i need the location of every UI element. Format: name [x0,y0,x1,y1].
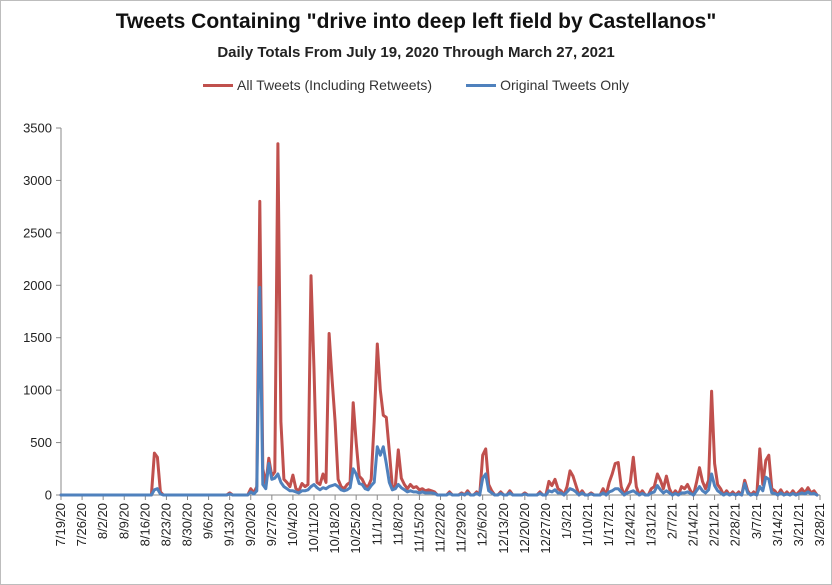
x-tick-label: 12/27/20 [538,503,553,554]
legend-item-original-tweets: Original Tweets Only [466,77,629,93]
x-tick-label: 8/30/20 [180,503,195,546]
x-tick-label: 9/20/20 [243,503,258,546]
x-tick-label: 10/11/20 [306,503,321,553]
x-tick-label: 10/25/20 [348,503,363,554]
x-tick-label: 1/3/21 [559,503,574,539]
legend-item-all-tweets: All Tweets (Including Retweets) [203,77,432,93]
y-tick-label: 0 [45,488,52,503]
x-tick-label: 8/2/20 [95,503,110,539]
x-tick-label: 2/7/21 [664,503,679,539]
y-tick-label: 2500 [23,225,52,240]
legend-swatch-original-tweets [466,83,497,87]
x-tick-label: 1/31/21 [643,503,658,546]
x-tick-label: 10/18/20 [327,503,342,554]
y-tick-label: 1000 [23,383,52,398]
series-line-original-tweets [59,285,819,497]
x-tick-label: 1/17/21 [601,503,616,546]
x-tick-label: 9/13/20 [222,503,237,546]
x-tick-label: 11/22/20 [433,503,448,553]
legend-swatch-all-tweets [203,83,234,87]
x-tick-label: 1/24/21 [622,503,637,546]
y-tick-label: 3000 [23,173,52,188]
y-tick-label: 2000 [23,278,52,293]
x-tick-label: 10/4/20 [285,503,300,546]
chart-subtitle: Daily Totals From July 19, 2020 Through … [217,44,615,61]
x-tick-label: 3/7/21 [749,503,764,539]
x-tick-label: 1/10/21 [580,503,595,546]
x-tick-label: 12/20/20 [517,503,532,554]
y-tick-label: 1500 [23,330,52,345]
legend-label-all-tweets: All Tweets (Including Retweets) [237,77,433,93]
x-tick-label: 2/28/21 [728,503,743,546]
x-tick-label: 8/9/20 [116,503,131,539]
y-tick-label: 500 [30,435,52,450]
chart-legend: All Tweets (Including Retweets) Original… [0,77,832,93]
x-tick-label: 3/28/21 [812,503,827,546]
x-tick-label: 9/27/20 [264,503,279,546]
chart-title: Tweets Containing "drive into deep left … [115,10,717,33]
series-line-all-tweets [59,142,819,497]
x-tick-label: 2/14/21 [686,503,701,546]
x-tick-label: 2/21/21 [707,503,722,546]
x-tick-label: 3/14/21 [770,503,785,546]
x-tick-label: 11/8/20 [390,503,405,545]
x-tick-label: 11/29/20 [454,503,469,553]
x-tick-label: 8/16/20 [137,503,152,546]
legend-label-original-tweets: Original Tweets Only [500,77,629,93]
x-tick-label: 12/13/20 [496,503,511,554]
x-tick-label: 12/6/20 [475,503,490,546]
y-tick-label: 3500 [23,121,52,136]
x-tick-label: 3/21/21 [791,503,806,546]
x-tick-label: 8/23/20 [158,503,173,546]
x-tick-label: 11/15/20 [411,503,426,553]
x-tick-label: 11/1/20 [369,503,384,545]
x-tick-label: 7/26/20 [74,503,89,546]
x-tick-label: 7/19/20 [53,503,68,546]
x-tick-label: 9/6/20 [201,503,216,539]
